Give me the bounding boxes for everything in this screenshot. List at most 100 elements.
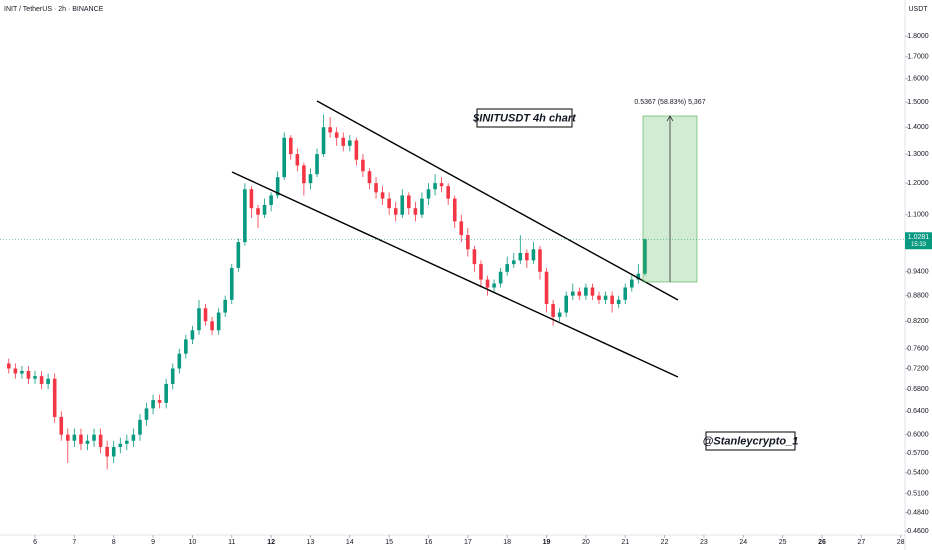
candle-body [249, 189, 254, 209]
candle-body [157, 400, 162, 403]
candle-body [46, 378, 50, 384]
y-tick-label: 1.7000 [907, 54, 929, 61]
candle-body [570, 291, 575, 296]
y-tick-label: 0.9400 [907, 269, 929, 276]
candle-body [33, 376, 37, 379]
candle-body [203, 308, 208, 322]
candle-body [144, 408, 149, 420]
note-box [476, 108, 573, 128]
candle-body [420, 198, 424, 215]
candle-body [39, 376, 44, 384]
candle-body [72, 434, 77, 441]
x-tick-label: 14 [346, 539, 354, 546]
candle-body [492, 283, 496, 288]
candle-body [636, 273, 641, 280]
candle-body [511, 260, 516, 265]
candle-body [426, 189, 431, 199]
candle-body [616, 299, 621, 305]
note-box [705, 431, 796, 451]
plot [6, 114, 647, 470]
candle-body [59, 416, 64, 435]
candle-body [321, 127, 326, 155]
candle-body [452, 198, 457, 222]
x-tick-label: 19 [543, 539, 551, 546]
candle-body [374, 183, 378, 193]
candle-body [85, 440, 90, 444]
y-tick-label: 0.4600 [907, 528, 929, 535]
channel-line [316, 100, 679, 301]
candle-body [498, 271, 503, 284]
candle-body [531, 249, 536, 261]
candle-body [525, 252, 529, 261]
candle-body [407, 195, 411, 209]
candle-body [210, 321, 214, 331]
x-tick-label: 10 [189, 539, 197, 546]
candle-body [26, 371, 31, 379]
x-tick-label: 13 [307, 539, 315, 546]
candle-body [164, 383, 168, 403]
candle-body [315, 154, 319, 175]
candle-body [518, 252, 523, 261]
candle-body [288, 137, 293, 155]
candle-body [262, 204, 267, 215]
candle-body [216, 312, 221, 331]
candle-body [243, 189, 247, 243]
candle-body [610, 295, 614, 305]
countdown-label: 15:33 [911, 242, 927, 248]
candle-body [295, 154, 300, 166]
y-tick-label: 1.2000 [907, 180, 929, 187]
candle-body [354, 140, 359, 160]
candle-body [125, 440, 129, 444]
candle-body [79, 434, 83, 444]
candle-body [98, 434, 103, 447]
y-tick-label: 0.6000 [907, 431, 929, 438]
x-tick-label: 28 [897, 539, 905, 546]
y-tick-label: 0.5700 [907, 450, 929, 457]
candle-body [52, 378, 57, 417]
candle-body [387, 198, 391, 209]
candle-body [223, 299, 227, 313]
y-tick-label: 0.4840 [907, 509, 929, 516]
x-tick-label: 24 [739, 539, 747, 546]
y-tick-label: 1.1000 [907, 212, 929, 219]
x-tick-label: 17 [464, 539, 472, 546]
candle-body [334, 132, 339, 138]
candle-body [584, 287, 588, 296]
x-tick-label: 18 [503, 539, 511, 546]
candle-body [380, 192, 385, 199]
x-tick-label: 22 [661, 539, 669, 546]
y-tick-label: 1.5000 [907, 99, 929, 106]
x-tick-label: 27 [857, 539, 865, 546]
candle-body [341, 137, 346, 146]
candle-body [590, 287, 595, 296]
y-tick-label: 0.6400 [907, 408, 929, 415]
candle-body [479, 264, 483, 280]
candle-body [65, 434, 70, 441]
x-tick-label: 15 [385, 539, 393, 546]
price-tag-label: 1.0281 [908, 234, 930, 241]
candle-body [485, 279, 490, 288]
y-tick-label: 1.6000 [907, 76, 929, 83]
arrow-head [666, 115, 674, 122]
candle-body [92, 434, 96, 441]
candle-body [282, 137, 287, 178]
candle-body [6, 363, 11, 369]
note: $INITUSDT 4h chart [472, 112, 577, 124]
candle-body [557, 312, 562, 317]
candle-body [446, 186, 450, 199]
candle-body [459, 221, 464, 236]
candle-body [269, 195, 273, 205]
candle-body [505, 264, 509, 272]
candle-body [564, 295, 569, 313]
candle-body [466, 235, 470, 250]
y-tick-label: 0.5400 [907, 470, 929, 477]
candle-body [184, 339, 188, 354]
x-tick-label: 11 [228, 539, 235, 546]
candle-body [393, 208, 398, 215]
candle-body [111, 446, 116, 457]
candle-body [13, 368, 18, 374]
x-tick-label: 6 [33, 539, 37, 546]
y-tick-label: 0.8200 [907, 318, 929, 325]
candle-body [190, 330, 195, 340]
